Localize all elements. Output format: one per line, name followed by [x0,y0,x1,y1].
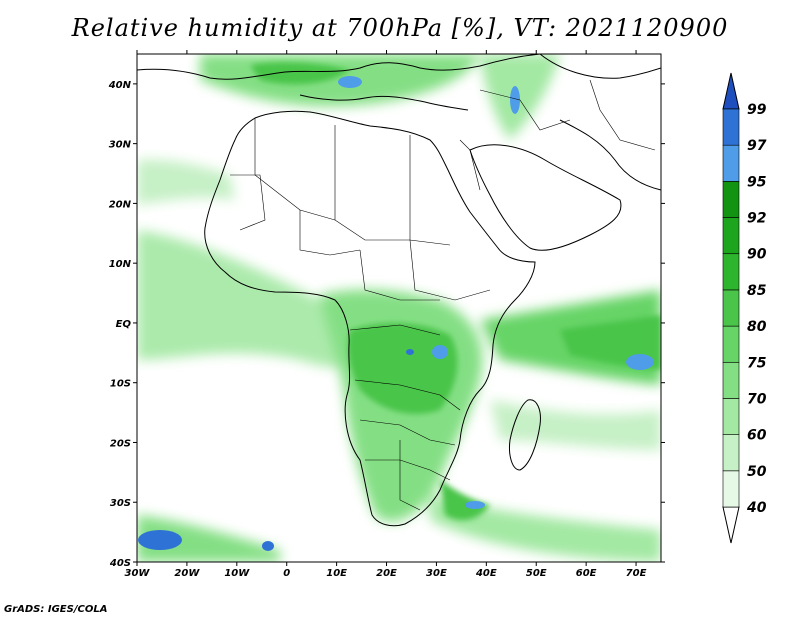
lon-tick-label: 10E [326,568,347,579]
colorbar-bin [722,361,740,399]
colorbar-bin [722,108,740,146]
longitude-axis: 30W 20W 10W 0 10E 20E 30E 40E 50E 60E 70E [125,50,647,579]
lat-tick-label: 30N [109,140,132,151]
colorbar-level-label: 40 [746,500,767,516]
lat-tick-label: 10N [109,259,132,270]
lon-tick-label: 40E [475,568,497,579]
colorbar-level-label: 99 [747,102,767,118]
lon-tick-label: 20W [174,568,200,579]
lon-tick-label: 30E [426,568,447,579]
lat-tick-label: 40N [108,80,132,91]
saturation-patches [138,76,654,551]
lat-tick-label: 20S [110,438,131,449]
colorbar-level-label: 97 [747,138,767,154]
lat-tick-label: 30S [110,498,131,509]
lon-tick-label: 70E [626,568,647,579]
colorbar-bin [722,289,740,327]
lon-tick-label: 20E [376,568,397,579]
colorbar-level-label: 80 [747,319,767,335]
coastlines [137,54,661,527]
colorbar-max-triangle [722,72,740,110]
lon-tick-label: 30W [125,568,151,579]
colorbar-level-label: 70 [747,391,767,407]
humidity-field [137,54,661,562]
lat-tick-label: EQ [116,319,132,330]
country-borders [230,79,656,511]
credit-label: GrADS: IGES/COLA [4,604,108,615]
lon-tick-label: 60E [576,568,597,579]
colorbar-level-label: 95 [747,174,767,190]
colorbar-level-label: 50 [747,464,767,480]
colorbar-bin [722,325,740,363]
map-frame [136,53,662,563]
colorbar-level-label: 92 [747,211,766,227]
colorbar-bin [722,181,740,218]
colorbar-bin [722,398,740,435]
colorbar-level-label: 85 [747,283,767,299]
lat-tick-label: 20N [109,199,132,210]
colorbar-level-label: 75 [747,355,767,371]
colorbar: 40 50 60 70 75 80 85 90 92 95 97 99 [722,72,767,544]
colorbar-bin [722,253,740,291]
colorbar-bin [722,470,740,508]
colorbar-bin [722,144,740,182]
lat-tick-label: 40S [109,558,131,569]
lon-tick-label: 0 [283,568,290,579]
map-title: Relative humidity at 700hPa [%], VT: 202… [71,14,729,42]
colorbar-bin [722,217,740,255]
latitude-axis: 40N 30N 20N 10N EQ 10S 20S 30S 40S [108,80,665,569]
colorbar-min-triangle [722,506,740,544]
lon-tick-label: 50E [526,568,547,579]
colorbar-bin [722,434,740,472]
lon-tick-label: 10W [224,568,250,579]
colorbar-level-label: 60 [747,428,767,444]
lat-tick-label: 10S [110,379,131,390]
colorbar-level-label: 90 [747,247,767,263]
